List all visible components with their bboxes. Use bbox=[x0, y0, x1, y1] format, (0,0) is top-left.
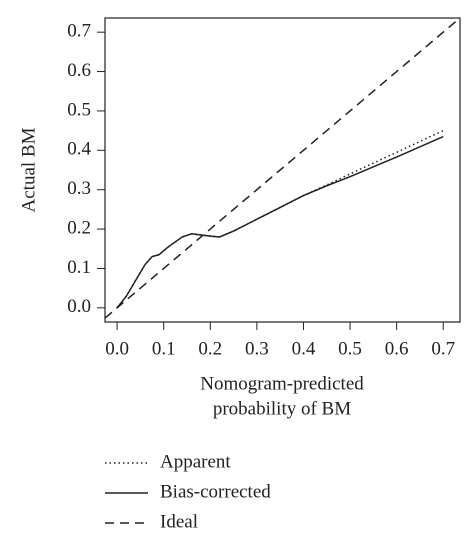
x-tick-label: 0.6 bbox=[385, 338, 409, 359]
x-tick-label: 0.3 bbox=[245, 338, 269, 359]
legend-label: Apparent bbox=[160, 451, 231, 472]
series-line bbox=[105, 18, 460, 319]
y-tick-label: 0.3 bbox=[67, 178, 91, 199]
plot-area bbox=[105, 18, 460, 319]
x-tick-label: 0.5 bbox=[338, 338, 362, 359]
legend: Apparent Bias-corrected Ideal bbox=[105, 451, 271, 532]
x-tick-label: 0.2 bbox=[198, 338, 222, 359]
legend-label: Ideal bbox=[160, 511, 198, 532]
y-tick-label: 0.5 bbox=[67, 99, 91, 120]
x-tick-label: 0.7 bbox=[431, 338, 455, 359]
plot-frame bbox=[104, 17, 461, 323]
x-tick-label: 0.4 bbox=[292, 338, 316, 359]
x-tick-label: 0.0 bbox=[105, 338, 129, 359]
y-tick-label: 0.2 bbox=[67, 217, 91, 238]
series-line bbox=[116, 135, 444, 309]
y-tick-label: 0.4 bbox=[67, 139, 91, 160]
x-axis-title: probability of BM bbox=[213, 398, 351, 419]
y-axis-title: Actual BM bbox=[18, 127, 39, 212]
y-tick-label: 0.7 bbox=[67, 21, 91, 42]
x-axis-title: Nomogram-predicted bbox=[200, 373, 364, 394]
y-tick-label: 0.0 bbox=[67, 296, 91, 317]
y-tick-label: 0.1 bbox=[67, 257, 91, 278]
x-tick-label: 0.1 bbox=[152, 338, 176, 359]
legend-label: Bias-corrected bbox=[160, 481, 271, 502]
y-tick-label: 0.6 bbox=[67, 60, 91, 81]
